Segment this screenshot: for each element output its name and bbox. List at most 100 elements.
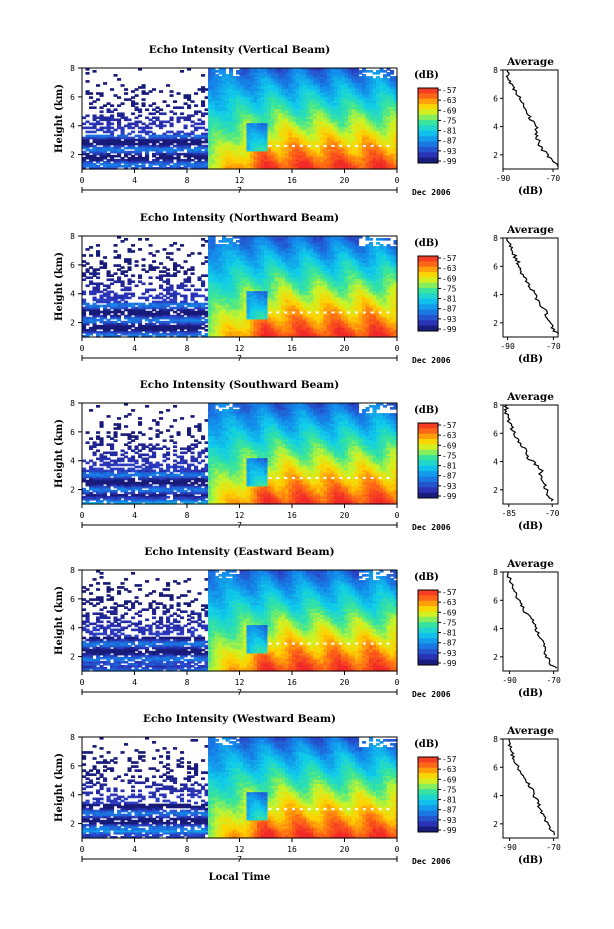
heatmap-cell [257,128,262,132]
heatmap-cell [278,112,283,116]
heatmap-cell [113,146,118,150]
heatmap-cell [267,148,272,152]
heatmap-cell [208,116,213,120]
heatmap-cell [222,106,227,109]
heatmap-cell [232,138,237,142]
heatmap-cell [285,126,290,130]
heatmap-cell [204,108,209,112]
heatmap-cell [239,124,244,128]
heatmap-cell [218,102,223,105]
heatmap-cell [292,162,297,166]
heatmap-cell [236,140,241,144]
heatmap-cell [124,134,129,138]
heatmap-cell [225,74,230,77]
heatmap-cell [292,124,297,128]
heatmap-cell [274,120,279,124]
heatmap-cell [239,126,244,130]
heatmap-cell [166,160,171,164]
average-x-label: (dB) [518,186,543,197]
heatmap-cell [211,162,216,166]
heatmap-cell [278,146,283,150]
heatmap-cell [260,112,265,116]
heatmap-cell [201,132,206,136]
heatmap-cell [267,160,272,164]
heatmap-cell [180,152,185,156]
heatmap-cell [232,80,237,83]
heatmap-cell [82,140,87,144]
heatmap-cell [288,112,293,116]
heatmap-cell [120,128,125,132]
heatmap-cell [173,136,178,140]
heatmap-cell [138,238,143,241]
heatmap-cell [236,244,241,247]
heatmap-cell [120,240,125,243]
heatmap-cell [173,262,178,265]
heatmap-cell [264,74,269,77]
heatmap-cell [159,108,164,112]
heatmap-cell [201,164,206,168]
heatmap-cell [197,288,202,292]
heatmap-cell [113,158,118,162]
heatmap-cell [274,128,279,132]
heatmap-cell [246,144,251,148]
heatmap-cell [222,100,227,103]
heatmap-cell [117,162,122,166]
heatmap-cell [222,118,227,122]
heatmap-cell [183,306,188,310]
heatmap-cell [281,76,286,79]
heatmap-cell [117,138,122,142]
heatmap-cell [288,76,293,79]
heatmap-cell [162,148,167,152]
heatmap-cell [246,94,251,97]
heatmap-cell [141,136,146,140]
heatmap-cell [190,142,195,146]
heatmap-cell [267,82,272,85]
heatmap-cell [250,98,255,101]
heatmap-cell [285,122,290,126]
heatmap-cell [267,88,272,91]
heatmap-cell [295,112,300,116]
heatmap-cell [246,102,251,105]
heatmap-cell [201,294,206,298]
heatmap-cell [204,164,209,168]
heatmap-cell [292,98,297,101]
heatmap-cell [260,136,265,140]
heatmap-cell [201,112,206,116]
heatmap-cell [260,166,265,170]
heatmap-cell [138,156,143,160]
heatmap-cell [383,70,388,73]
heatmap-cell [271,98,276,101]
heatmap-cell [159,112,164,116]
heatmap-cell [183,154,188,158]
heatmap-cell [271,72,276,75]
heatmap-cell [173,112,178,116]
heatmap-cell [82,160,87,164]
heatmap-cell [124,292,129,296]
heatmap-cell [271,134,276,138]
heatmap-cell [173,148,178,152]
heatmap-cell [113,320,118,324]
heatmap-cell [103,142,108,146]
heatmap-cell [103,162,108,166]
heatmap-cell [96,136,101,140]
heatmap-cell [166,320,171,324]
heatmap-cell [260,104,265,107]
heatmap-cell [243,108,248,112]
heatmap-cell [239,116,244,120]
heatmap-cell [162,138,167,142]
heatmap-cell [225,132,230,136]
heatmap-cell [162,160,167,164]
heatmap-cell [225,112,230,116]
heatmap-cell [274,106,279,109]
heatmap-cell [236,96,241,99]
heatmap-cell [120,126,125,130]
heatmap-cell [145,146,150,150]
heatmap-cell [99,166,104,170]
heatmap-cell [82,264,87,267]
heatmap-cell [155,162,160,166]
heatmap-cell [176,166,181,170]
heatmap-cell [82,162,87,166]
heatmap-cell [257,140,262,144]
heatmap-cell [274,132,279,136]
heatmap-cell [106,290,111,294]
